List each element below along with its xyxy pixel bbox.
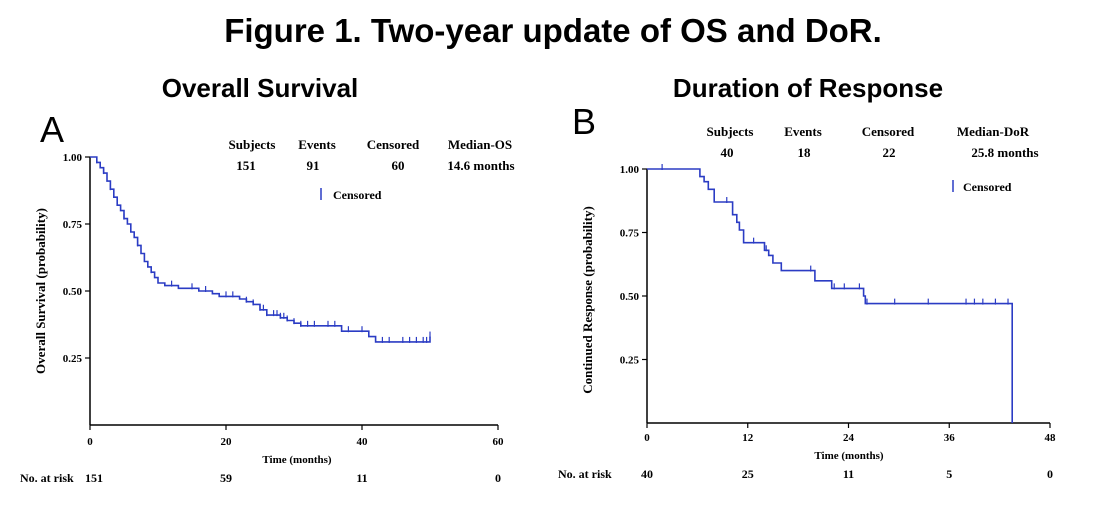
panel-a-summary-header-events: Events <box>298 137 336 152</box>
panel-a-legend-label: Censored <box>333 188 382 202</box>
panel-a-x-tick-label: 0 <box>87 436 93 448</box>
panel-a-summary-value-events: 91 <box>307 158 320 173</box>
panel-b-summary-header-events: Events <box>784 124 822 139</box>
panel-b-y-tick-label: 0.25 <box>620 355 640 367</box>
panel-a-letter: A <box>40 109 64 150</box>
panel-b-summary-header-censored: Censored <box>862 124 915 139</box>
panel-overall-survival: Overall Survival A Subjects Events Censo… <box>20 73 515 485</box>
panel-a-summary-header-median: Median-OS <box>448 137 512 152</box>
panel-b-marks <box>647 164 1013 423</box>
panel-a-y-tick-label: 0.50 <box>63 286 83 298</box>
panel-a-summary-header-censored: Censored <box>367 137 420 152</box>
panel-a-y-tick-label: 0.25 <box>63 353 83 365</box>
panel-a-y-tick-label: 1.00 <box>63 152 83 164</box>
panel-a-y-axis-label: Overall Survival (probability) <box>33 208 48 374</box>
panel-a-summary-value-median: 14.6 months <box>447 158 514 173</box>
panel-b-x-tick-label: 12 <box>742 432 754 444</box>
panel-b-legend-label: Censored <box>963 180 1012 194</box>
panel-b-x-tick-label: 48 <box>1045 432 1057 444</box>
panel-b-summary-value-censored: 22 <box>883 145 896 160</box>
panel-a-risk-value: 151 <box>85 471 103 485</box>
panel-b-y-tick-label: 1.00 <box>620 164 640 176</box>
panel-a-summary-header-subjects: Subjects <box>229 137 276 152</box>
panel-b-summary-value-subjects: 40 <box>721 145 734 160</box>
panel-a-summary-value-subjects: 151 <box>236 158 256 173</box>
panel-a-risk-value: 0 <box>495 471 501 485</box>
panel-b-y-tick-label: 0.75 <box>620 228 640 240</box>
panel-b-letter: B <box>572 101 596 142</box>
panel-b-summary-header-subjects: Subjects <box>707 124 754 139</box>
panel-a-axes: 0 20 40 60 0.25 0.50 0.75 1.00 151 59 11 0 <box>63 152 504 485</box>
figure-title: Figure 1. Two-year update of OS and DoR. <box>224 12 882 49</box>
panel-duration-of-response: Duration of Response B Subjects Events C… <box>558 73 1056 481</box>
panel-b-x-tick-label: 24 <box>843 432 855 444</box>
panel-a-risk-value: 11 <box>356 471 367 485</box>
panel-a-x-tick-label: 60 <box>493 436 505 448</box>
panel-b-y-tick-label: 0.50 <box>620 291 640 303</box>
panel-b-risk-value: 40 <box>641 467 653 481</box>
panel-a-survival-curve <box>90 156 431 343</box>
panel-b-risk-value: 11 <box>843 467 854 481</box>
panel-b-summary-header-median: Median-DoR <box>957 124 1030 139</box>
panel-b-summary-value-events: 18 <box>798 145 812 160</box>
panel-b-y-axis-label: Continued Response (probability) <box>580 206 595 394</box>
panel-a-title: Overall Survival <box>162 73 359 103</box>
panel-b-x-tick-label: 36 <box>944 432 956 444</box>
panel-b-risk-value: 5 <box>946 467 952 481</box>
panel-a-risk-value: 59 <box>220 471 232 485</box>
panel-b-risk-label: No. at risk <box>558 467 612 481</box>
panel-a-marks <box>90 156 431 343</box>
panel-a-summary-value-censored: 60 <box>392 158 405 173</box>
panel-b-x-axis-label: Time (months) <box>814 450 883 462</box>
panel-b-risk-value: 0 <box>1047 467 1053 481</box>
panel-a-x-tick-label: 40 <box>357 436 369 448</box>
panel-b-survival-curve <box>647 168 1013 423</box>
panel-b-axes: 0 12 24 36 48 0.25 0.50 0.75 1.00 40 25 11 5 0 <box>620 164 1056 481</box>
panel-a-x-tick-label: 20 <box>221 436 233 448</box>
panel-b-risk-value: 25 <box>742 467 754 481</box>
panel-b-summary-value-median: 25.8 months <box>971 145 1038 160</box>
panel-a-risk-label: No. at risk <box>20 471 74 485</box>
panel-a-y-tick-label: 0.75 <box>63 219 83 231</box>
panel-a-x-axis-label: Time (months) <box>262 454 331 466</box>
panel-b-x-tick-label: 0 <box>644 432 650 444</box>
panel-b-title: Duration of Response <box>673 73 943 103</box>
